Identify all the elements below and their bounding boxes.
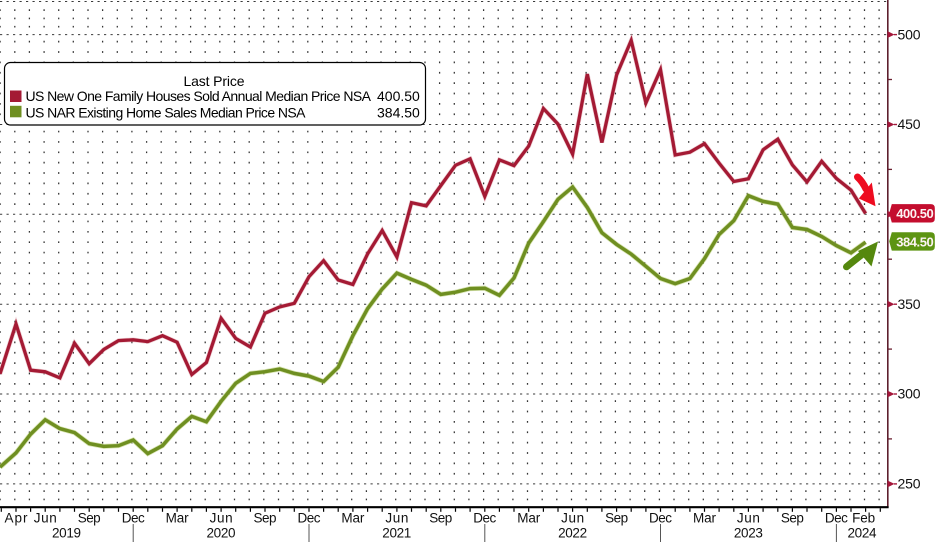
svg-text:Jun: Jun bbox=[34, 511, 57, 526]
svg-text:Dec: Dec bbox=[825, 511, 848, 526]
svg-text:350: 350 bbox=[898, 296, 921, 312]
svg-text:Mar: Mar bbox=[517, 511, 541, 526]
svg-text:250: 250 bbox=[898, 476, 921, 492]
svg-text:2019: 2019 bbox=[52, 526, 81, 541]
svg-text:2021: 2021 bbox=[382, 526, 411, 541]
svg-text:Sep: Sep bbox=[781, 511, 804, 526]
svg-text:500: 500 bbox=[898, 26, 921, 42]
svg-text:Sep: Sep bbox=[78, 511, 101, 526]
svg-text:Mar: Mar bbox=[693, 511, 717, 526]
svg-text:400.50: 400.50 bbox=[377, 88, 420, 104]
svg-text:Sep: Sep bbox=[605, 511, 628, 526]
svg-text:Jun: Jun bbox=[737, 511, 760, 526]
svg-text:Last Price: Last Price bbox=[184, 73, 245, 89]
svg-text:Mar: Mar bbox=[341, 511, 365, 526]
svg-text:Sep: Sep bbox=[429, 511, 452, 526]
svg-text:450: 450 bbox=[898, 116, 921, 132]
svg-text:2020: 2020 bbox=[207, 526, 236, 541]
svg-text:2024: 2024 bbox=[848, 526, 877, 541]
svg-text:300: 300 bbox=[898, 386, 921, 402]
svg-text:384.50: 384.50 bbox=[896, 234, 934, 249]
svg-text:Dec: Dec bbox=[122, 511, 145, 526]
svg-text:2023: 2023 bbox=[734, 526, 763, 541]
svg-text:Jun: Jun bbox=[385, 511, 408, 526]
svg-text:Apr: Apr bbox=[5, 511, 29, 526]
svg-text:Mar: Mar bbox=[166, 511, 190, 526]
svg-text:384.50: 384.50 bbox=[377, 105, 420, 121]
svg-text:2022: 2022 bbox=[558, 526, 587, 541]
svg-text:Dec: Dec bbox=[649, 511, 672, 526]
svg-text:US NAR Existing Home Sales Med: US NAR Existing Home Sales Median Price … bbox=[26, 105, 307, 121]
svg-text:Sep: Sep bbox=[254, 511, 277, 526]
svg-text:Dec: Dec bbox=[473, 511, 496, 526]
svg-text:Jun: Jun bbox=[210, 511, 233, 526]
svg-text:400.50: 400.50 bbox=[896, 206, 934, 221]
svg-text:Dec: Dec bbox=[298, 511, 321, 526]
svg-text:Jun: Jun bbox=[561, 511, 584, 526]
svg-text:US New One Family Houses Sold: US New One Family Houses Sold Annual Med… bbox=[26, 88, 372, 104]
svg-text:Feb: Feb bbox=[852, 511, 875, 526]
